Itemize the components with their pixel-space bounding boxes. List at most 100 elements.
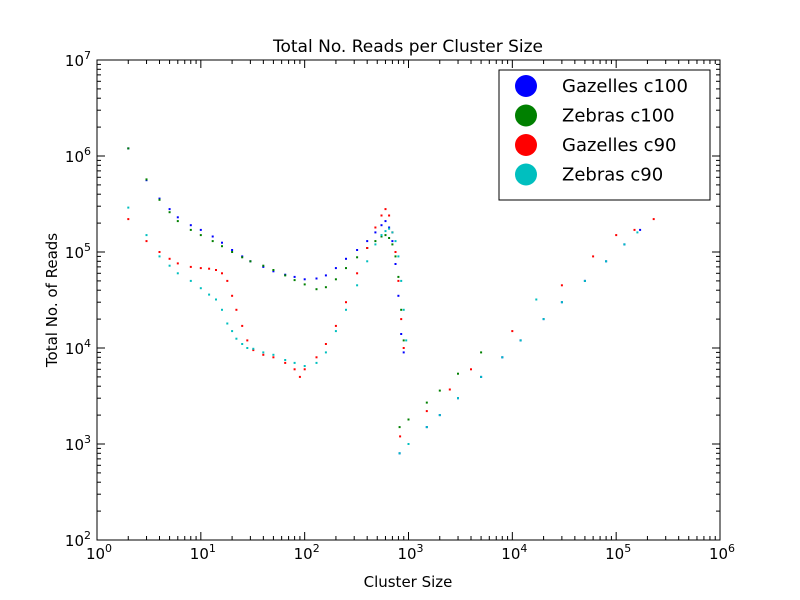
data-point: [215, 269, 217, 271]
data-point: [480, 375, 483, 378]
data-point: [384, 230, 387, 233]
data-point: [560, 301, 563, 304]
data-point: [535, 298, 538, 301]
data-point: [221, 241, 223, 244]
data-point: [397, 279, 400, 282]
tick-base: 10: [709, 545, 728, 563]
data-point: [391, 231, 394, 234]
data-point: [168, 264, 171, 267]
data-point: [356, 249, 359, 251]
data-point: [334, 324, 337, 327]
tick-base: 10: [65, 244, 84, 262]
tick-label: 102: [65, 529, 91, 550]
tick-base: 10: [294, 545, 313, 563]
tick-base: 10: [190, 545, 209, 563]
tick-exponent: 0: [105, 542, 112, 555]
data-point: [388, 214, 391, 217]
data-point: [366, 260, 369, 263]
data-point: [315, 356, 318, 359]
data-point: [334, 330, 337, 333]
y-axis-label: Total No. of Reads: [43, 233, 61, 368]
data-point: [397, 255, 400, 258]
data-point: [457, 372, 459, 375]
tick-exponent: 7: [84, 49, 91, 62]
tick-label: 103: [397, 542, 423, 563]
data-point: [405, 339, 408, 342]
data-point: [402, 347, 405, 349]
data-point: [388, 227, 391, 230]
data-point: [399, 435, 402, 438]
data-point: [215, 298, 217, 301]
data-point: [208, 293, 211, 296]
data-point: [480, 351, 483, 354]
data-point: [605, 260, 608, 263]
data-point: [231, 330, 234, 333]
data-point: [221, 245, 223, 248]
data-point: [303, 365, 306, 367]
data-point: [189, 279, 192, 282]
tick-exponent: 5: [84, 241, 91, 254]
data-point: [293, 279, 296, 282]
data-point: [221, 272, 223, 275]
chart-title: Total No. Reads per Cluster Size: [272, 37, 543, 57]
data-point: [324, 343, 327, 345]
data-point: [615, 234, 618, 237]
data-point: [345, 308, 347, 311]
data-point: [127, 147, 130, 150]
data-point: [199, 228, 202, 231]
data-point: [127, 218, 130, 221]
data-point: [284, 361, 287, 364]
data-point: [303, 283, 306, 286]
data-point: [334, 278, 337, 281]
data-point: [303, 368, 306, 371]
data-point: [241, 256, 244, 259]
data-point: [388, 237, 391, 239]
tick-label: 106: [65, 145, 91, 166]
data-point: [633, 228, 636, 231]
data-point: [145, 178, 148, 181]
data-point: [380, 235, 383, 238]
data-point: [438, 414, 441, 417]
tick-exponent: 3: [84, 433, 91, 446]
data-point: [176, 262, 179, 265]
tick-label: 103: [65, 433, 91, 454]
data-point: [623, 243, 626, 246]
tick-label: 106: [709, 542, 735, 563]
data-points: [127, 147, 655, 455]
data-point: [168, 211, 171, 214]
tick-base: 10: [86, 545, 105, 563]
tick-label: 101: [190, 542, 216, 563]
data-point: [402, 351, 405, 354]
data-point: [380, 224, 383, 227]
tick-base: 10: [65, 532, 84, 550]
legend-marker: [515, 75, 537, 97]
data-point: [366, 247, 369, 249]
data-point: [374, 240, 377, 243]
legend-label: Zebras c90: [562, 165, 663, 186]
data-point: [272, 269, 275, 271]
tick-exponent: 6: [728, 542, 735, 555]
legend-label: Gazelles c90: [562, 135, 676, 156]
data-point: [425, 426, 428, 429]
data-point: [246, 339, 249, 342]
data-point: [293, 275, 296, 278]
data-point: [345, 267, 347, 270]
data-point: [315, 277, 318, 280]
data-point: [402, 339, 405, 342]
data-point: [334, 267, 337, 270]
data-point: [231, 251, 234, 253]
data-point: [388, 226, 391, 229]
data-point: [145, 240, 148, 243]
tick-exponent: 2: [84, 529, 91, 542]
data-point: [211, 235, 214, 238]
data-point: [425, 410, 428, 413]
data-point: [272, 270, 275, 273]
data-point: [400, 308, 403, 311]
data-point: [262, 353, 265, 356]
legend-marker: [515, 104, 537, 127]
data-point: [199, 287, 202, 290]
data-point: [158, 255, 161, 258]
tick-base: 10: [65, 340, 84, 358]
